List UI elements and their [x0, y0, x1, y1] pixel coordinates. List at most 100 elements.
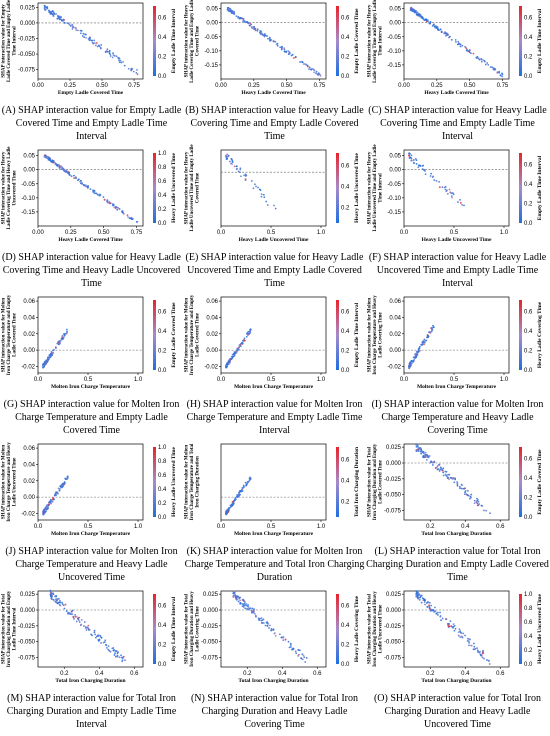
scatter-point — [59, 342, 61, 345]
x-tick-label: 1.0 — [134, 377, 143, 383]
colorbar-label: Empty Ladle Covered Time — [537, 449, 543, 515]
y-axis-label: SHAP interaction value for HeavyLadle Un… — [367, 144, 383, 232]
scatter-point — [420, 452, 423, 455]
colorbar — [153, 300, 156, 370]
scatter-point — [289, 644, 292, 646]
scatter-point — [301, 658, 304, 661]
scatter-plot: 0.0 0.5 1.0 0.06 0.04 0.02 0.00 -0.02 Molten Iro… — [367, 295, 543, 390]
scatter-point — [225, 510, 228, 513]
scatter-point — [106, 199, 109, 202]
scatter-point — [410, 359, 413, 362]
scatter-point — [52, 498, 54, 501]
scatter-point — [288, 646, 291, 649]
colorbar-label: Empty Ladle Time Interval — [537, 155, 543, 220]
scatter-point — [71, 27, 74, 30]
scatter-point — [122, 211, 124, 214]
scatter-point — [231, 503, 234, 506]
scatter-point — [464, 487, 467, 490]
scatter-point — [262, 193, 265, 196]
scatter-point — [56, 598, 59, 600]
scatter-point — [93, 39, 96, 42]
colorbar-tick-label: 0.4 — [524, 329, 533, 335]
scatter-point — [242, 484, 245, 487]
scatter-point — [58, 164, 61, 167]
scatter-point — [229, 160, 231, 163]
scatter-point — [419, 349, 421, 352]
y-tick-label: -0.10 — [387, 49, 401, 55]
scatter-point — [261, 34, 264, 36]
scatter-point — [48, 158, 51, 160]
scatter-point — [415, 449, 418, 451]
y-tick-label: -0.05 — [21, 182, 35, 188]
scatter-point — [61, 601, 63, 604]
scatter-point — [459, 45, 462, 48]
scatter-point — [46, 7, 49, 10]
scatter-point — [59, 599, 61, 602]
scatter-point — [113, 54, 116, 57]
x-tick-label: 0.75 — [314, 83, 326, 89]
scatter-plot: 0.00 0.25 0.50 0.75 0.05 0.00 -0.05 -0.10 -0.15 H… — [1, 146, 177, 243]
scatter-point — [60, 16, 63, 18]
scatter-point — [112, 52, 114, 55]
scatter-point — [480, 58, 483, 61]
x-axis-label: Heavy Ladle Covered Time — [241, 90, 306, 96]
scatter-point — [473, 499, 476, 502]
colorbar-label: Empty Ladle Covered Time — [171, 302, 177, 368]
scatter-point — [54, 491, 57, 494]
x-tick-label: 0.25 — [248, 83, 260, 89]
x-tick-label: 0.50 — [281, 83, 293, 89]
y-tick-label: 0.000 — [386, 461, 402, 467]
scatter-point — [441, 617, 444, 620]
colorbar-tick-label: 0.2 — [158, 501, 167, 507]
scatter-point — [464, 45, 467, 48]
scatter-point — [107, 201, 110, 204]
scatter-point — [233, 165, 236, 168]
x-axis-label: Total Iron Charging Duration — [421, 678, 491, 684]
scatter-point — [411, 8, 414, 10]
scatter-point — [87, 624, 90, 627]
y-tick-label: -0.15 — [387, 210, 401, 216]
y-tick-label: -0.15 — [387, 63, 401, 69]
scatter-point — [488, 663, 491, 665]
scatter-point — [440, 30, 443, 33]
colorbar-tick-label: 0.6 — [524, 457, 533, 463]
scatter-point — [479, 653, 482, 656]
scatter-point — [432, 609, 435, 611]
scatter-point — [244, 481, 247, 484]
scatter-point — [454, 38, 457, 41]
x-axis-label: Empty Ladle Covered Time — [58, 90, 124, 96]
colorbar-tick-label: 0.4 — [341, 184, 350, 190]
figure-caption: (H) SHAP interaction value for Molten Ir… — [186, 399, 363, 436]
scatter-point — [242, 600, 245, 602]
scatter-point — [415, 159, 418, 162]
scatter-point — [67, 612, 69, 615]
scatter-point — [458, 628, 461, 631]
scatter-point — [482, 59, 484, 62]
scatter-points — [226, 6, 322, 77]
scatter-point — [272, 628, 275, 631]
scatter-point — [77, 618, 79, 620]
scatter-point — [501, 72, 503, 75]
colorbar-tick-label: 0.4 — [524, 634, 533, 640]
colorbar — [336, 300, 339, 370]
colorbar-tick-label: 0.4 — [158, 35, 167, 41]
colorbar-label: Empty Ladle Time Interval — [171, 8, 177, 73]
x-tick-label: 0.4 — [461, 671, 470, 677]
scatter-point — [241, 603, 244, 605]
scatter-point — [225, 156, 228, 159]
scatter-point — [283, 50, 286, 53]
scatter-point — [312, 68, 315, 71]
scatter-point — [60, 484, 63, 486]
scatter-point — [60, 339, 62, 342]
scatter-point — [431, 464, 434, 466]
scatter-point — [273, 632, 276, 635]
scatter-point — [80, 623, 83, 626]
scatter-point — [233, 12, 236, 15]
scatter-point — [245, 21, 248, 24]
scatter-point — [418, 598, 421, 601]
y-tick-label: 0.00 — [389, 168, 401, 174]
colorbar-label: Heavy Ladle Uncovered Time — [537, 594, 543, 664]
scatter-point — [438, 180, 440, 183]
scatter-point — [422, 164, 425, 167]
scatter-point — [415, 593, 418, 596]
